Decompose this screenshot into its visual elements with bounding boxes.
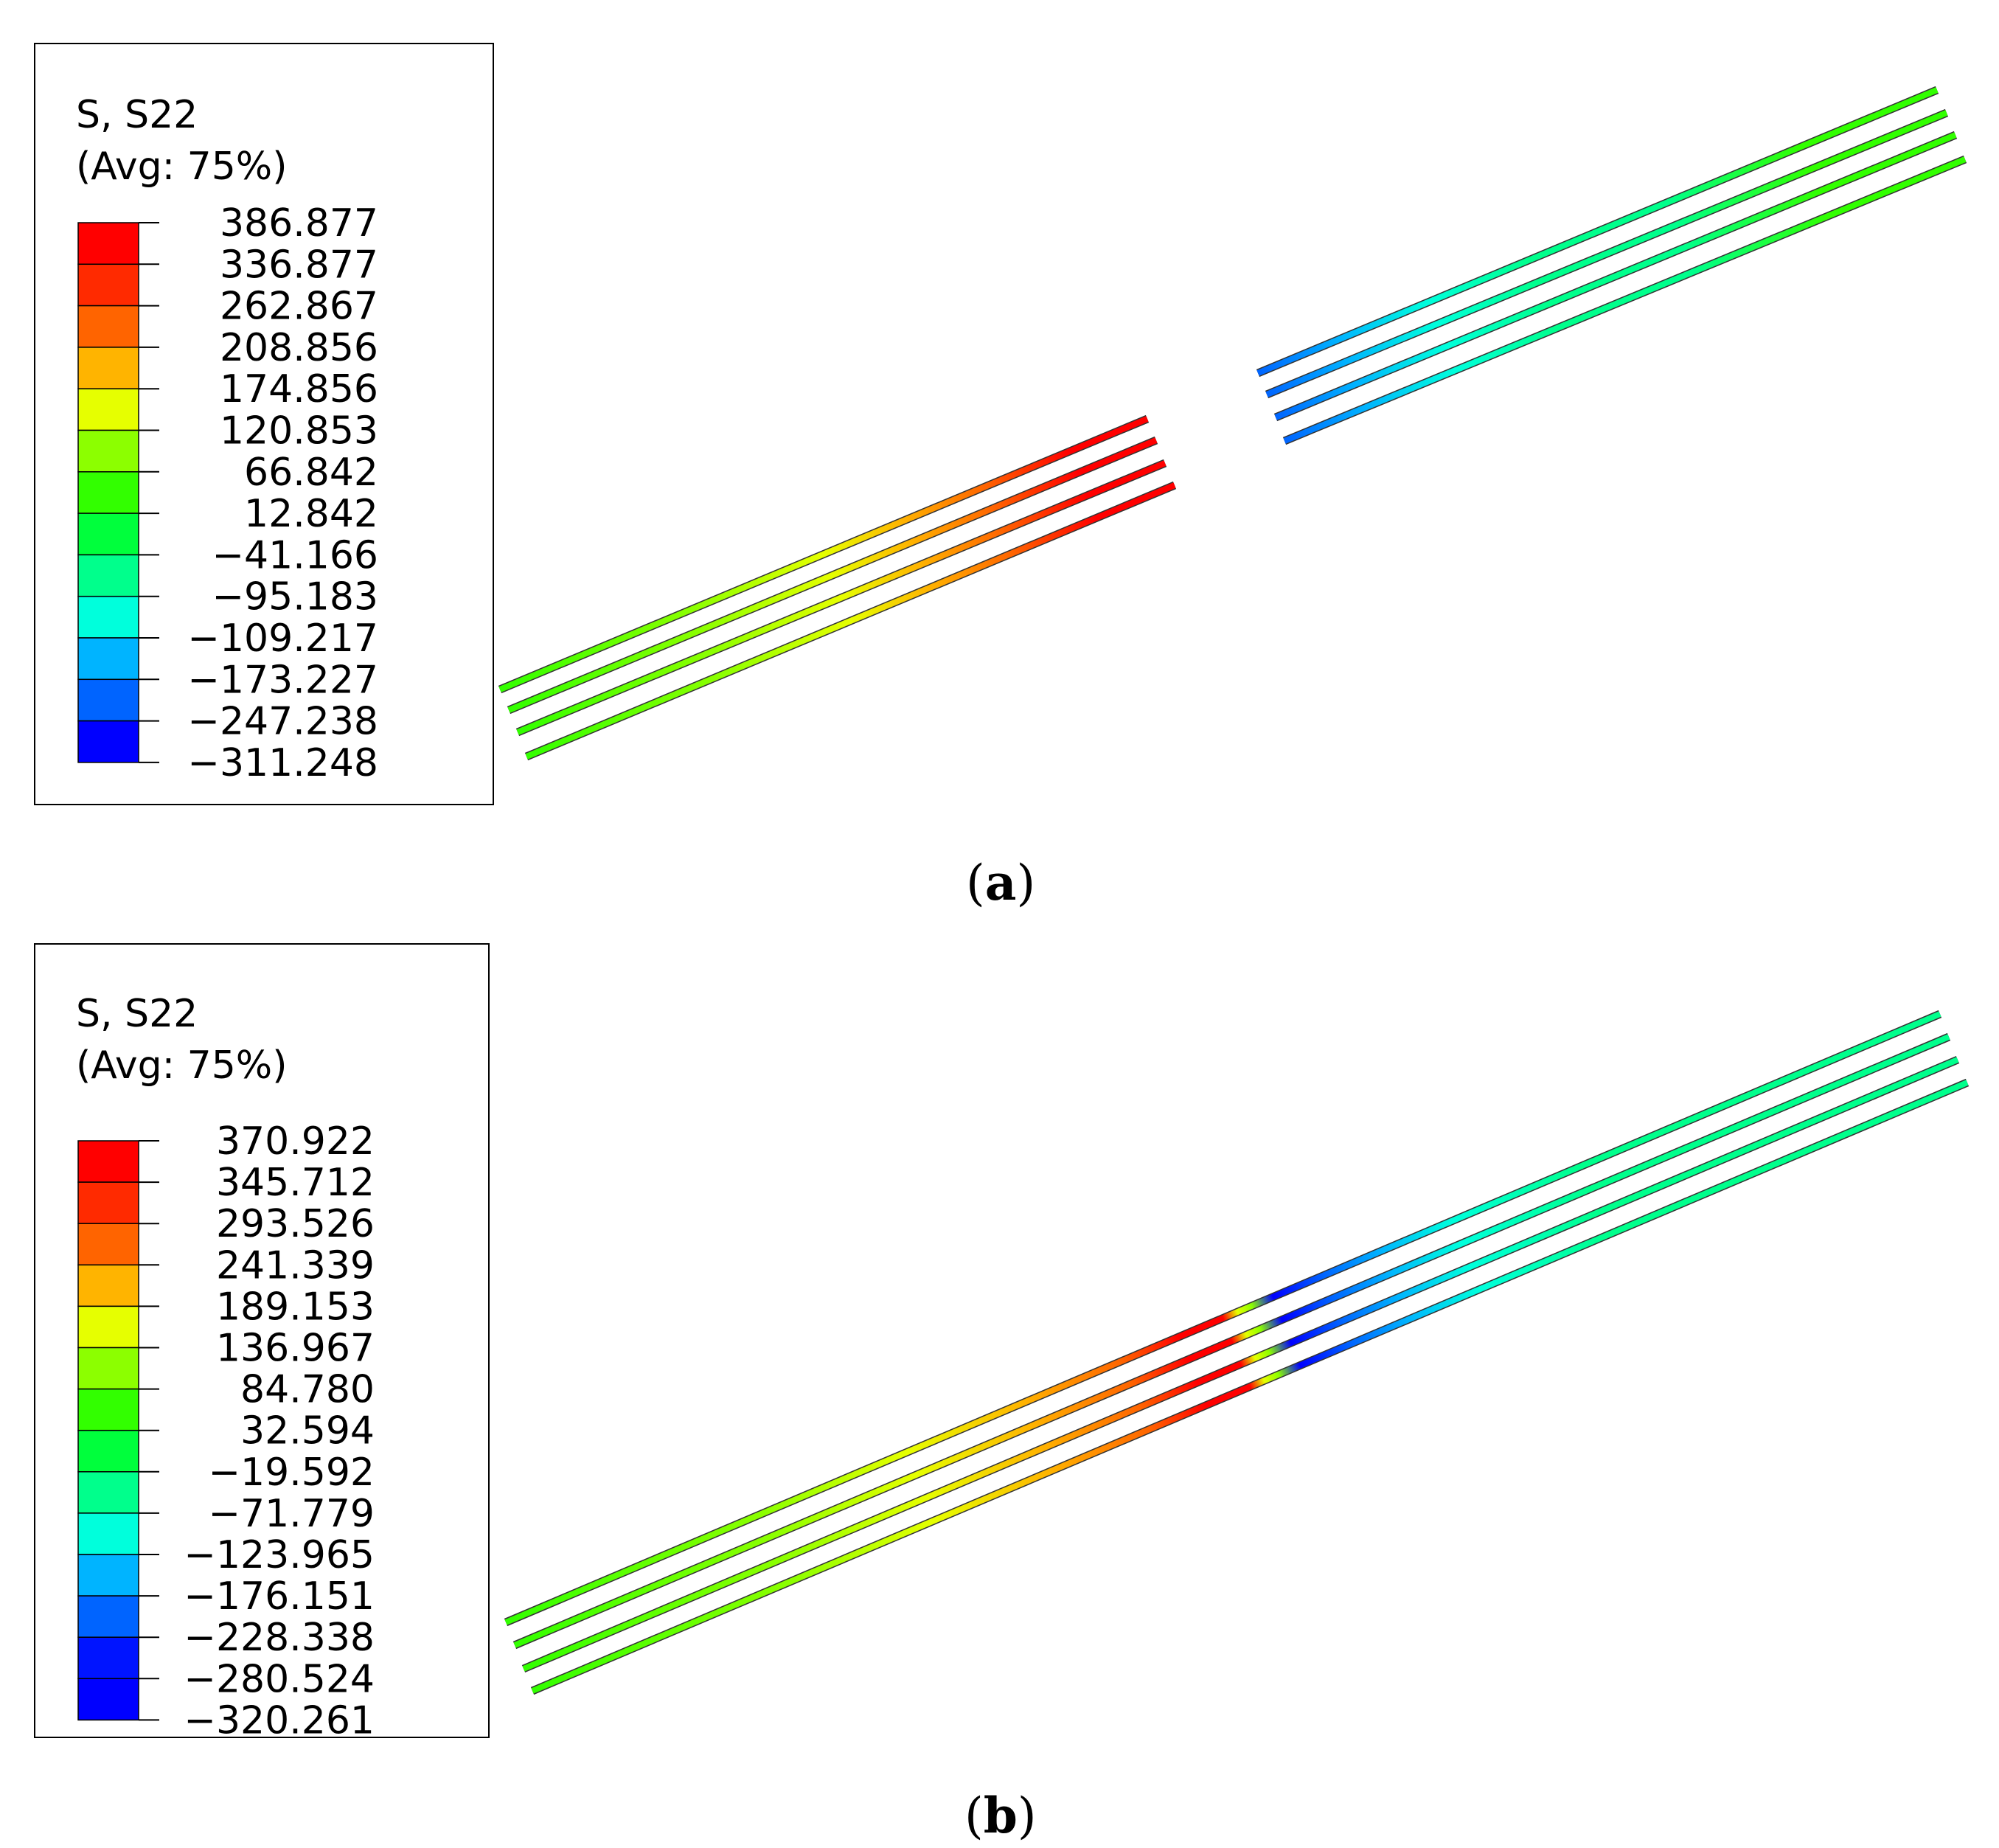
rebar-rod xyxy=(1265,110,1948,397)
rebar-rod xyxy=(1256,87,1939,376)
rebar-rod xyxy=(513,1034,1950,1648)
legend-title-variable: S, S22 xyxy=(76,992,198,1036)
legend-value-label: 293.526 xyxy=(216,1202,375,1246)
legend-title-averaging: (Avg: 75%) xyxy=(76,1043,288,1088)
legend-color-band xyxy=(77,1595,139,1638)
legend-value-label: −95.183 xyxy=(212,575,378,619)
rebar-rod xyxy=(507,437,1158,713)
stress-contour-rods xyxy=(498,86,1967,761)
color-legend-scale: 386.877336.877262.867208.856174.856120.8… xyxy=(77,201,378,785)
legend-value-label: 241.339 xyxy=(216,1243,375,1288)
legend-value-label: −247.238 xyxy=(187,700,378,744)
legend-value-label: 208.856 xyxy=(220,326,378,370)
rebar-rod xyxy=(516,460,1167,735)
legend-value-label: −173.227 xyxy=(187,658,378,702)
panel-b: S, S22 (Avg: 75%) 370.922 345.712 293.526 2… xyxy=(0,924,1999,1848)
legend-color-band xyxy=(77,222,139,265)
legend-value-label: 345.712 xyxy=(216,1161,375,1205)
legend-color-band xyxy=(77,1554,139,1597)
legend-color-band xyxy=(77,263,139,307)
legend-color-band xyxy=(77,1636,139,1680)
rebar-rod xyxy=(1274,132,1957,420)
legend-value-label: 262.867 xyxy=(220,285,378,329)
legend-color-band xyxy=(77,347,139,389)
legend-value-label: 136.967 xyxy=(216,1327,375,1371)
legend-value-label: −320.261 xyxy=(184,1698,375,1743)
legend-value-label: 120.853 xyxy=(220,409,378,454)
legend-color-band xyxy=(77,1471,139,1514)
legend-title-variable: S, S22 xyxy=(76,93,198,137)
legend-color-band xyxy=(77,471,139,514)
legend-value-label: −71.779 xyxy=(208,1492,375,1536)
legend-value-label: −19.592 xyxy=(208,1451,375,1495)
legend-color-band xyxy=(77,678,139,722)
legend-color-band xyxy=(77,637,139,681)
caption-letter: b xyxy=(983,1787,1018,1844)
legend-value-label: −176.151 xyxy=(184,1574,375,1619)
rebar-rod xyxy=(525,482,1176,760)
legend-value-label: 370.922 xyxy=(216,1119,375,1164)
legend-color-band xyxy=(77,305,139,348)
legend-value-label: 84.780 xyxy=(240,1368,375,1412)
legend-value-label: 189.153 xyxy=(216,1285,375,1329)
legend-title-averaging: (Avg: 75%) xyxy=(76,145,288,189)
panel-a: S, S22 (Avg: 75%) 386.877 336.877 262.867 2… xyxy=(34,43,1967,911)
stress-contour-rods xyxy=(504,1010,1970,1695)
rebar-rod xyxy=(504,1011,1941,1625)
legend-color-band xyxy=(77,1388,139,1431)
caption-letter: a xyxy=(984,854,1017,911)
caption-a: (a) xyxy=(966,854,1036,911)
legend-value-label: −311.248 xyxy=(187,741,378,785)
legend-value-label: 66.842 xyxy=(244,451,378,495)
legend-color-band xyxy=(77,429,139,473)
rebar-rod xyxy=(498,416,1149,692)
legend-color-band xyxy=(77,595,139,639)
legend-value-label: −228.338 xyxy=(184,1616,375,1660)
legend-value-label: −280.524 xyxy=(184,1657,375,1701)
legend-value-label: −109.217 xyxy=(187,616,378,661)
legend-box: S, S22 (Avg: 75%) 386.877 336.877 262.867 2… xyxy=(34,43,494,805)
legend-value-label: −123.965 xyxy=(184,1533,375,1577)
legend-color-band xyxy=(77,388,139,431)
legend-color-band xyxy=(77,1305,139,1349)
legend-color-band xyxy=(77,1223,139,1266)
rebar-rod xyxy=(522,1057,1959,1672)
rebar-rod xyxy=(531,1080,1969,1694)
legend-value-label: −41.166 xyxy=(212,533,378,577)
legend-value-label: 174.856 xyxy=(220,367,378,411)
legend-color-band xyxy=(77,720,139,763)
legend-value-label: 336.877 xyxy=(220,243,378,287)
rebar-rod xyxy=(1283,156,1967,444)
legend-box: S, S22 (Avg: 75%) 370.922 345.712 293.526 2… xyxy=(34,943,490,1743)
legend-value-label: 12.842 xyxy=(244,492,378,536)
legend-color-band xyxy=(77,1678,139,1721)
legend-color-band xyxy=(77,1347,139,1390)
color-legend-scale: 370.922345.712293.526241.339189.153136.9… xyxy=(77,1119,375,1743)
caption-b: (b) xyxy=(964,1787,1037,1844)
legend-color-band xyxy=(77,554,139,597)
legend-value-label: 386.877 xyxy=(220,201,378,246)
legend-value-label: 32.594 xyxy=(240,1409,375,1453)
